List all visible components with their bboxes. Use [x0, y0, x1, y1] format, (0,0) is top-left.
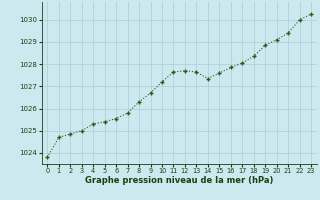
X-axis label: Graphe pression niveau de la mer (hPa): Graphe pression niveau de la mer (hPa)	[85, 176, 273, 185]
